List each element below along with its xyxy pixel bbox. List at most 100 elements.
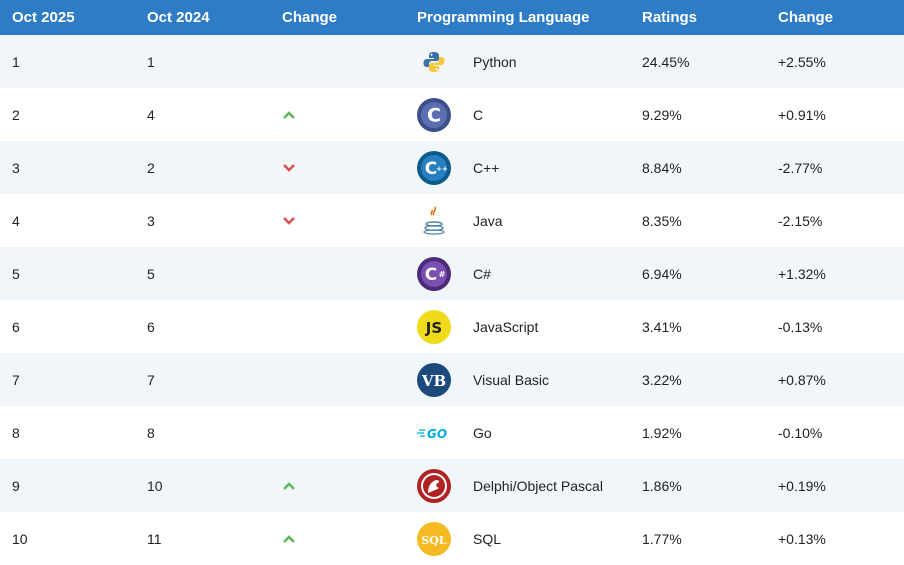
language-cell: Delphi/Object Pascal: [405, 459, 630, 512]
svg-text:C: C: [425, 159, 437, 179]
language-cell: SQL SQL: [405, 512, 630, 565]
header-ratings[interactable]: Ratings: [642, 9, 698, 26]
sql-icon: SQL: [417, 521, 451, 556]
language-name[interactable]: C#: [473, 265, 491, 282]
java-icon: [417, 204, 451, 238]
language-name[interactable]: SQL: [473, 530, 502, 547]
trend-cell: [270, 194, 405, 247]
go-icon: GO: [417, 416, 451, 450]
rating-change: +1.32%: [778, 265, 826, 282]
table-body: 1 1 Python 24.45% +2.55% 2 4 C C 9.29% +…: [0, 35, 904, 565]
rank-now: 2: [12, 106, 20, 123]
language-name[interactable]: Java: [473, 212, 503, 229]
trend-cell: [270, 35, 405, 88]
rating: 6.94%: [642, 265, 682, 282]
cpp-icon: C ++: [417, 150, 451, 185]
table-row[interactable]: 4 3 Java 8.35% -2.15%: [0, 194, 904, 247]
rating: 24.45%: [642, 53, 690, 70]
rating: 3.22%: [642, 371, 682, 388]
trend-cell: [270, 88, 405, 141]
language-cell: GO Go: [405, 406, 630, 459]
header-language[interactable]: Programming Language: [417, 9, 590, 26]
svg-text:++: ++: [436, 165, 448, 173]
trend-down-icon: [282, 160, 296, 176]
table-row[interactable]: 1 1 Python 24.45% +2.55%: [0, 35, 904, 88]
c-icon: C: [417, 97, 451, 132]
rating: 3.41%: [642, 318, 682, 335]
table-row[interactable]: 6 6 JS JavaScript 3.41% -0.13%: [0, 300, 904, 353]
rank-now: 10: [12, 530, 28, 547]
language-cell: C C: [405, 88, 630, 141]
rank-now: 7: [12, 371, 20, 388]
csharp-icon: C #: [417, 256, 451, 291]
language-name[interactable]: Visual Basic: [473, 371, 550, 388]
visual-basic-icon: VB: [417, 362, 451, 397]
rating-change: +0.87%: [778, 371, 826, 388]
rank-now: 1: [12, 53, 20, 70]
header-rating-change[interactable]: Change: [778, 9, 834, 26]
table-row[interactable]: 3 2 C ++ C++ 8.84% -2.77%: [0, 141, 904, 194]
header-rank-prev[interactable]: Oct 2024: [147, 9, 210, 26]
rating: 1.92%: [642, 424, 682, 441]
trend-cell: [270, 247, 405, 300]
language-name[interactable]: Go: [473, 424, 492, 441]
language-cell: C # C#: [405, 247, 630, 300]
header-change[interactable]: Change: [282, 9, 338, 26]
delphi-icon: [417, 468, 451, 503]
rank-prev: 6: [147, 318, 155, 335]
rating-change: +0.13%: [778, 530, 826, 547]
svg-text:SQL: SQL: [421, 534, 447, 547]
svg-text:#: #: [439, 270, 446, 279]
rating-change: -2.15%: [778, 212, 823, 229]
trend-cell: [270, 406, 405, 459]
rating: 8.84%: [642, 159, 682, 176]
svg-text:C: C: [427, 104, 441, 126]
rank-now: 8: [12, 424, 20, 441]
svg-text:VB: VB: [421, 372, 446, 390]
rank-now: 5: [12, 265, 20, 282]
trend-cell: [270, 353, 405, 406]
table-row[interactable]: 8 8 GO Go 1.92% -0.10%: [0, 406, 904, 459]
language-cell: JS JavaScript: [405, 300, 630, 353]
language-name[interactable]: C++: [473, 159, 500, 176]
trend-cell: [270, 141, 405, 194]
rank-prev: 5: [147, 265, 155, 282]
rank-prev: 8: [147, 424, 155, 441]
table-row[interactable]: 5 5 C # C# 6.94% +1.32%: [0, 247, 904, 300]
table-row[interactable]: 7 7 VB Visual Basic 3.22% +0.87%: [0, 353, 904, 406]
rating: 1.77%: [642, 530, 682, 547]
trend-cell: [270, 300, 405, 353]
trend-cell: [270, 512, 405, 565]
language-name[interactable]: C: [473, 106, 484, 123]
rank-now: 9: [12, 477, 20, 494]
header-row: Oct 2025 Oct 2024 Change Programming Lan…: [0, 0, 904, 35]
trend-up-icon: [282, 107, 296, 123]
language-cell: Java: [405, 194, 630, 247]
language-cell: C ++ C++: [405, 141, 630, 194]
table-row[interactable]: 9 10 Delphi/Object Pascal 1.86% +0.19%: [0, 459, 904, 512]
trend-up-icon: [282, 478, 296, 494]
rating-change: -0.13%: [778, 318, 823, 335]
language-name[interactable]: JavaScript: [473, 318, 539, 335]
rank-now: 3: [12, 159, 20, 176]
rating: 9.29%: [642, 106, 682, 123]
table-row[interactable]: 10 11 SQL SQL 1.77% +0.13%: [0, 512, 904, 565]
header-rank-now[interactable]: Oct 2025: [12, 9, 75, 26]
rating-change: +0.91%: [778, 106, 826, 123]
rank-now: 4: [12, 212, 20, 229]
rank-prev: 11: [147, 530, 162, 547]
language-cell: Python: [405, 35, 630, 88]
python-icon: [417, 45, 451, 79]
trend-up-icon: [282, 531, 296, 547]
language-name[interactable]: Delphi/Object Pascal: [473, 477, 603, 494]
rank-prev: 4: [147, 106, 155, 123]
rank-prev: 10: [147, 477, 163, 494]
svg-text:C: C: [425, 265, 437, 285]
table-header: Oct 2025 Oct 2024 Change Programming Lan…: [0, 0, 904, 35]
rating: 1.86%: [642, 477, 682, 494]
svg-text:JS: JS: [425, 319, 442, 337]
trend-down-icon: [282, 213, 296, 229]
table-row[interactable]: 2 4 C C 9.29% +0.91%: [0, 88, 904, 141]
trend-cell: [270, 459, 405, 512]
language-name[interactable]: Python: [473, 53, 517, 70]
